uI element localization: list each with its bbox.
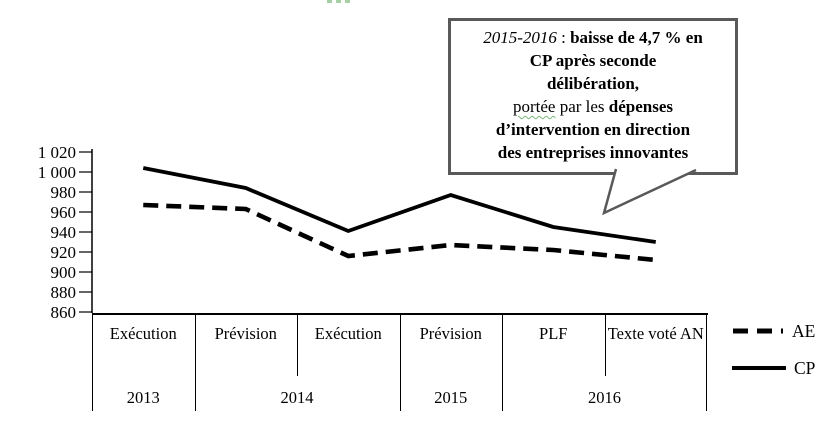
dashed-line-sample-icon bbox=[733, 328, 783, 334]
table-group-divider bbox=[502, 315, 504, 411]
table-group-divider bbox=[705, 315, 707, 411]
callout-line: 2015-2016 : baisse de 4,7 % en bbox=[451, 26, 735, 49]
callout-text-segment: 2015-2016 bbox=[483, 28, 557, 47]
category-cell: Texte voté AN bbox=[607, 324, 704, 343]
callout-text-segment: baisse de 4,7 % en bbox=[570, 28, 703, 47]
callout-line: d’intervention en direction bbox=[451, 118, 735, 141]
year-cell: 2014 bbox=[280, 388, 314, 407]
y-axis-label: 900 bbox=[50, 262, 77, 282]
callout-line: délibération, bbox=[451, 72, 735, 95]
y-axis-label: 1 020 bbox=[37, 142, 76, 162]
category-cell: Exécution bbox=[109, 324, 177, 343]
year-cell: 2013 bbox=[126, 388, 160, 407]
callout-line: CP après seconde bbox=[451, 49, 735, 72]
y-axis-label: 880 bbox=[50, 282, 77, 302]
category-cell: Prévision bbox=[214, 324, 277, 343]
table-column-divider bbox=[604, 315, 606, 376]
spellcheck-squiggle-artifact bbox=[327, 0, 354, 3]
legend-item-cp: CP bbox=[731, 357, 815, 379]
legend: AE CP bbox=[731, 320, 815, 394]
callout-text-segment: dépenses bbox=[608, 97, 674, 116]
series-line-cp bbox=[142, 166, 657, 244]
callout-text-segment: CP après seconde bbox=[529, 51, 657, 70]
legend-label-ae: AE bbox=[792, 320, 816, 341]
legend-item-ae: AE bbox=[731, 320, 815, 342]
callout-text-segment: des entreprises innovantes bbox=[497, 143, 689, 162]
y-axis-label: 960 bbox=[50, 202, 77, 222]
series-line-ae bbox=[143, 202, 656, 263]
year-cell: 2016 bbox=[588, 388, 621, 407]
category-cell: Prévision bbox=[419, 324, 482, 343]
legend-label-cp: CP bbox=[794, 357, 816, 378]
table-group-divider bbox=[399, 315, 401, 411]
solid-line-sample-icon bbox=[732, 366, 786, 370]
callout-line: portée par les dépenses bbox=[451, 95, 735, 118]
callout-text-segment: d’intervention en direction bbox=[495, 120, 691, 139]
year-cell: 2015 bbox=[434, 388, 468, 407]
callout-line: des entreprises innovantes bbox=[451, 141, 735, 164]
table-group-divider bbox=[194, 315, 196, 411]
callout-text-segment: par les bbox=[555, 97, 609, 116]
callout-text-segment: portée bbox=[512, 97, 556, 116]
x-axis-table: Exécution Prévision Exécution Prévision PLF T… bbox=[92, 313, 708, 411]
y-axis-label: 860 bbox=[50, 302, 77, 322]
callout-tail bbox=[602, 168, 697, 216]
y-axis-label: 1 000 bbox=[37, 162, 76, 182]
y-axis-label: 920 bbox=[50, 242, 77, 262]
callout-annotation: 2015-2016 : baisse de 4,7 % en CP après s… bbox=[448, 18, 738, 175]
category-cell: PLF bbox=[539, 324, 568, 343]
category-cell: Exécution bbox=[314, 324, 382, 343]
callout-text-segment: : bbox=[556, 28, 571, 47]
table-group-divider bbox=[92, 315, 94, 411]
callout-text-segment: délibération, bbox=[546, 74, 640, 93]
y-axis-label: 940 bbox=[50, 222, 77, 242]
y-axis-label: 980 bbox=[50, 182, 77, 202]
table-column-divider bbox=[297, 315, 299, 376]
